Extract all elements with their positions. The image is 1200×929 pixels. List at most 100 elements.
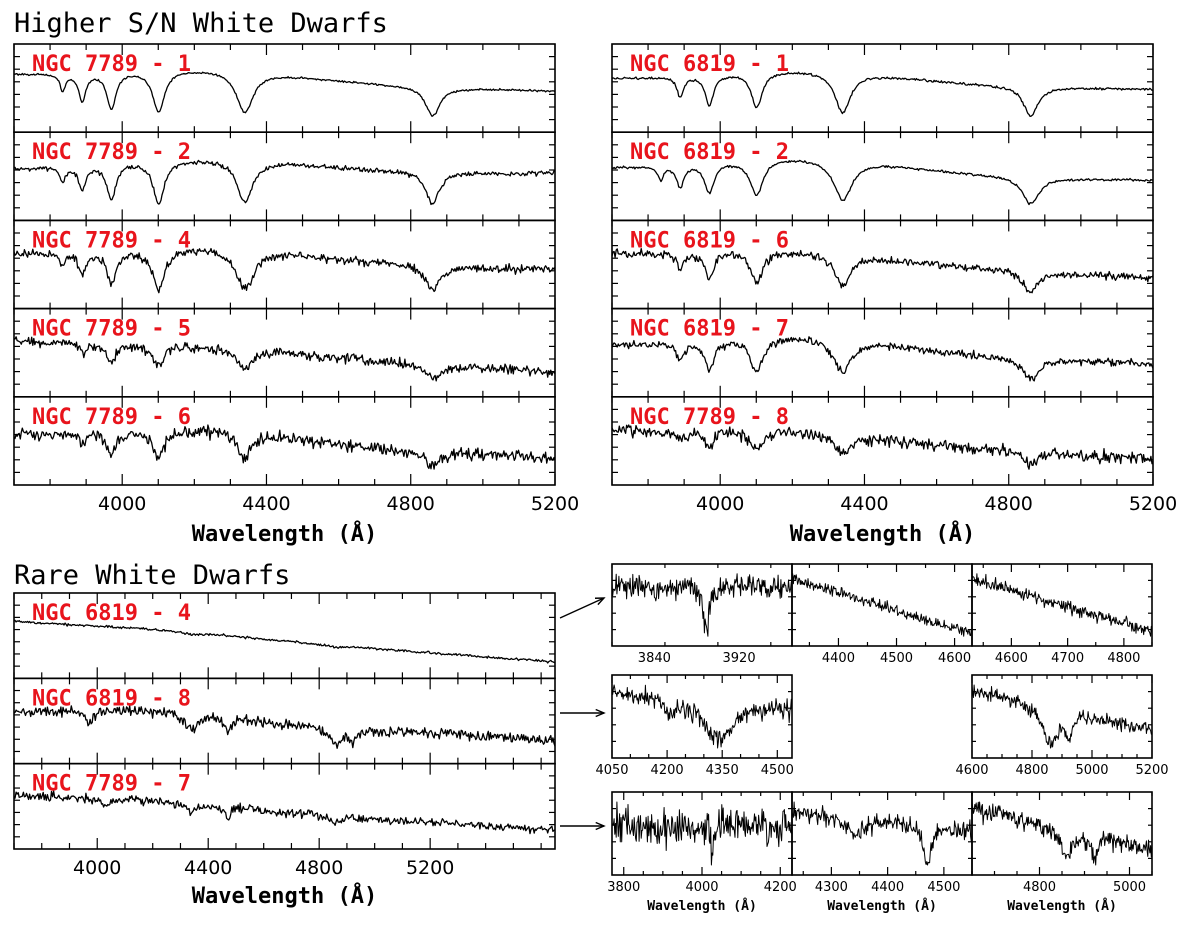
spectrum-line: [791, 573, 973, 637]
zoom-x-axis-title: Wavelength (Å): [1007, 898, 1117, 914]
x-tick-label: 3800: [607, 880, 640, 895]
spectrum-panel-rare-ngc-6819-8: NGC 6819 - 8: [13, 677, 556, 765]
x-tick-label: 4800: [387, 493, 435, 515]
panel-frame: [13, 762, 556, 850]
x-tick-label: 4500: [880, 651, 913, 666]
x-tick-label: 4800: [1023, 880, 1056, 895]
spectrum-line: [611, 159, 1154, 206]
x-tick-label: 5200: [406, 857, 454, 879]
zoom-panel: 4600 4800 5000 5200: [955, 674, 1169, 778]
x-tick-label: 4050: [595, 763, 628, 778]
panel-frame: [611, 395, 1154, 486]
spectrum-panel-ngc-7789-1: NGC 7789 - 1: [13, 43, 556, 133]
x-tick-label: 4800: [985, 493, 1033, 515]
spectrum-line: [13, 704, 556, 749]
panel-frame: [13, 395, 556, 486]
spectrum-line: [611, 247, 1154, 294]
x-tick-label: 3840: [638, 651, 671, 666]
spectrum-panel-ngc-7789-2: NGC 7789 - 2: [13, 131, 556, 222]
x-tick-label: 4000: [696, 493, 744, 515]
x-tick-label: 4400: [242, 493, 290, 515]
x-tick-label: 4300: [815, 880, 848, 895]
spectrum-panel-rare-ngc-6819-4: NGC 6819 - 4: [13, 592, 556, 680]
panel-label: NGC 6819 - 2: [630, 140, 789, 165]
spectrum-line: [971, 573, 1153, 637]
zoom-panel: 4600 4700 4800: [971, 563, 1153, 666]
zoom-panel: 4300 4400 4500: [791, 791, 973, 895]
section-title-rare: Rare White Dwarfs: [14, 560, 290, 591]
x-tick-label: 5000: [1075, 763, 1108, 778]
spectrum-line: [611, 573, 793, 637]
panel-label: NGC 7789 - 5: [32, 317, 191, 342]
x-tick-label: 4500: [761, 763, 794, 778]
x-tick-label: 5000: [1113, 880, 1146, 895]
spectrum-line: [13, 424, 556, 470]
x-tick-label: 4400: [871, 880, 904, 895]
panel-label: NGC 7789 - 4: [32, 228, 191, 253]
x-tick-label: 5200: [1135, 763, 1168, 778]
spectrum-panel-ngc-7789-8: 4000 4400 4800 5200 NGC 7789 - 8: [611, 395, 1177, 515]
zoom-panel: 4050 4200 4350 4500: [595, 674, 794, 778]
x-tick-label: 4200: [651, 763, 684, 778]
spectrum-line: [13, 247, 556, 294]
spectrum-line: [13, 71, 556, 117]
pointer-arrow: [560, 708, 606, 718]
x-tick-label: 4600: [995, 651, 1028, 666]
spectrum-line: [611, 684, 793, 749]
x-tick-label: 4500: [927, 880, 960, 895]
spectrum-panel-ngc-6819-2: NGC 6819 - 2: [611, 131, 1154, 222]
panel-label: NGC 7789 - 1: [32, 52, 191, 77]
panel-label: NGC 7789 - 2: [32, 140, 191, 165]
x-tick-label: 4600: [938, 651, 971, 666]
panel-label: NGC 7789 - 6: [32, 405, 191, 430]
x-tick-label: 5200: [531, 493, 579, 515]
spectrum-line: [13, 159, 556, 206]
x-tick-label: 4350: [706, 763, 739, 778]
spectrum-panel-ngc-7789-6: 4000 4400 4800 5200 NGC 7789 - 6: [13, 395, 579, 515]
panel-frame: [791, 791, 973, 876]
zoom-panel: 4800 5000: [971, 791, 1153, 895]
x-tick-label: 4800: [1015, 763, 1048, 778]
x-axis-title: Wavelength (Å): [790, 521, 975, 547]
panel-label: NGC 6819 - 8: [32, 686, 191, 711]
section-title-higher: Higher S/N White Dwarfs: [14, 8, 388, 39]
x-tick-label: 3920: [723, 651, 756, 666]
panel-label: NGC 6819 - 7: [630, 317, 789, 342]
spectrum-panel-ngc-7789-5: NGC 7789 - 5: [13, 307, 556, 398]
spectrum-panel-ngc-6819-1: NGC 6819 - 1: [611, 43, 1154, 133]
x-tick-label: 4800: [1107, 651, 1140, 666]
zoom-panel: 4400 4500 4600: [791, 563, 973, 666]
panel-label: NGC 7789 - 7: [32, 772, 191, 797]
zoom-panel: 3840 3920: [611, 563, 793, 666]
x-tick-label: 4700: [1051, 651, 1084, 666]
spectrum-panel-rare-ngc-7789-7: 4000 4400 4800 5200 NGC 7789 - 7: [13, 762, 556, 879]
spectrum-panel-ngc-6819-7: NGC 6819 - 7: [611, 307, 1154, 398]
panel-frame: [611, 674, 793, 759]
panel-frame: [971, 791, 1153, 876]
panel-label: NGC 7789 - 8: [630, 405, 789, 430]
spectrum-line: [13, 619, 556, 664]
x-tick-label: 5200: [1129, 493, 1177, 515]
spectrum-line: [971, 801, 1153, 866]
x-tick-label: 4800: [295, 857, 343, 879]
spectrum-panel-ngc-6819-6: NGC 6819 - 6: [611, 219, 1154, 310]
x-tick-label: 4000: [73, 857, 121, 879]
spectrum-line: [13, 336, 556, 382]
x-tick-label: 4000: [98, 493, 146, 515]
spectrum-line: [611, 71, 1154, 117]
panel-frame: [971, 563, 1153, 647]
zoom-panel: 3800 4000 4200: [607, 791, 797, 895]
zoom-x-axis-title: Wavelength (Å): [827, 898, 937, 914]
x-axis-title: Wavelength (Å): [192, 521, 377, 547]
x-tick-label: 4400: [822, 651, 855, 666]
spectrum-line: [611, 801, 793, 866]
x-tick-label: 4400: [184, 857, 232, 879]
x-tick-label: 4200: [764, 880, 797, 895]
spectrum-line: [971, 684, 1153, 749]
pointer-arrow: [559, 597, 606, 619]
zoom-x-axis-title: Wavelength (Å): [647, 898, 757, 914]
x-axis-title: Wavelength (Å): [192, 883, 377, 909]
spectrum-line: [791, 801, 973, 866]
pointer-arrow: [560, 821, 606, 831]
